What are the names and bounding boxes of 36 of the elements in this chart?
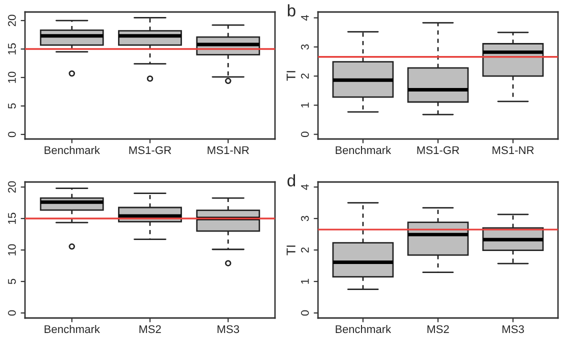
y-tick-label: 0: [300, 132, 309, 137]
y-tick-label: 1: [301, 102, 309, 108]
y-tick-label: 4: [301, 184, 309, 190]
x-tick-label: MS1-GR: [417, 146, 460, 154]
y-tick-label: 2: [300, 247, 309, 253]
y-tick-label: 15: [8, 43, 16, 54]
y-tick-label: 5: [8, 103, 16, 109]
y-tick-label: 10: [8, 244, 16, 256]
y-tick-label: 3: [300, 44, 309, 50]
x-tick-label: MS2: [427, 325, 449, 334]
x-tick-label: Benchmark: [336, 146, 392, 154]
x-tick-label: MS1-NR: [492, 146, 534, 154]
x-tick-label: MS1-NR: [208, 146, 249, 154]
x-tick-label: MS2: [139, 325, 161, 334]
y-tick-label: 5: [8, 278, 16, 284]
y-tick-label: 4: [301, 15, 309, 21]
y-tick-label: 1: [301, 278, 309, 284]
y-tick-label: 0: [8, 310, 16, 316]
x-tick-label: Benchmark: [44, 146, 100, 154]
x-tick-label: MS1-GR: [129, 146, 172, 154]
y-tick-label: 0: [300, 310, 309, 316]
y-axis-title: TI: [286, 246, 296, 256]
y-tick-label: 2: [300, 74, 309, 79]
x-tick-label: MS3: [502, 325, 524, 334]
y-tick-label: 10: [8, 72, 16, 83]
y-tick-label: 15: [8, 212, 16, 224]
x-tick-label: Benchmark: [44, 324, 100, 334]
x-tick-label: Benchmark: [336, 324, 392, 334]
y-tick-label: 0: [8, 132, 16, 138]
y-tick-label: 3: [300, 216, 309, 222]
y-axis-title: TI: [286, 71, 296, 81]
chart-title: d: [288, 174, 295, 186]
y-tick-label: 20: [8, 181, 16, 193]
y-tick-label: 20: [8, 14, 16, 26]
x-tick-label: MS3: [218, 325, 240, 334]
chart-title: b: [288, 4, 296, 16]
